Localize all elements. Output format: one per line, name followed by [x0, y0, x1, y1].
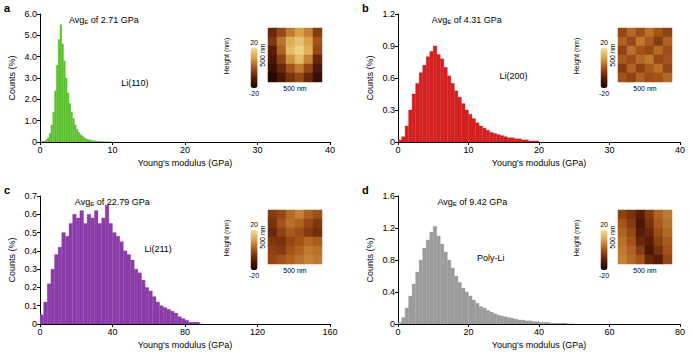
svg-text:E: E	[84, 19, 89, 25]
svg-text:0.6: 0.6	[24, 209, 37, 219]
svg-text:Young's modulus (GPa): Young's modulus (GPa)	[138, 158, 232, 168]
svg-text:1.0: 1.0	[24, 116, 37, 126]
svg-text:3.0: 3.0	[24, 73, 37, 83]
svg-text:0: 0	[390, 137, 395, 147]
svg-text:Avg: Avg	[437, 197, 452, 207]
svg-text:500 nm: 500 nm	[283, 267, 307, 274]
svg-text:10: 10	[463, 145, 473, 155]
svg-text:of 22.79 GPa: of 22.79 GPa	[94, 197, 150, 207]
svg-text:0.3: 0.3	[24, 264, 37, 274]
svg-text:2.0: 2.0	[24, 94, 37, 104]
svg-text:0.6: 0.6	[382, 73, 395, 83]
svg-text:c: c	[4, 184, 10, 196]
svg-text:10: 10	[107, 145, 117, 155]
svg-text:-20: -20	[249, 272, 259, 279]
svg-text:0: 0	[395, 327, 400, 337]
svg-text:a: a	[4, 2, 11, 14]
svg-text:-20: -20	[249, 90, 259, 97]
svg-text:1.6: 1.6	[382, 191, 395, 201]
svg-text:30: 30	[252, 145, 262, 155]
svg-text:0: 0	[37, 145, 42, 155]
svg-text:0.9: 0.9	[382, 41, 395, 51]
svg-text:30: 30	[604, 145, 614, 155]
svg-text:Height (nm): Height (nm)	[573, 220, 581, 257]
svg-text:0.1: 0.1	[24, 301, 37, 311]
svg-text:0.7: 0.7	[24, 191, 37, 201]
svg-text:Height (nm): Height (nm)	[573, 38, 581, 75]
svg-text:6.0: 6.0	[24, 9, 37, 19]
svg-text:80: 80	[180, 327, 190, 337]
svg-text:Li(211): Li(211)	[144, 244, 171, 254]
svg-text:500 nm: 500 nm	[633, 267, 657, 274]
svg-text:b: b	[362, 2, 369, 14]
svg-text:0: 0	[37, 327, 42, 337]
svg-text:120: 120	[250, 327, 265, 337]
svg-text:40: 40	[534, 327, 544, 337]
svg-text:0: 0	[390, 319, 395, 329]
svg-text:4.0: 4.0	[24, 52, 37, 62]
svg-text:60: 60	[604, 327, 614, 337]
svg-text:40: 40	[325, 145, 335, 155]
svg-text:500 nm: 500 nm	[609, 225, 616, 249]
svg-text:-20: -20	[599, 90, 609, 97]
svg-text:Young's modulus (GPa): Young's modulus (GPa)	[138, 340, 232, 350]
svg-text:20: 20	[463, 327, 473, 337]
svg-text:500 nm: 500 nm	[259, 43, 266, 67]
svg-text:160: 160	[322, 327, 337, 337]
svg-text:500 nm: 500 nm	[259, 225, 266, 249]
svg-text:1.2: 1.2	[382, 9, 395, 19]
svg-text:0.4: 0.4	[24, 246, 37, 256]
svg-text:20: 20	[534, 145, 544, 155]
svg-text:Li(200): Li(200)	[500, 71, 528, 81]
svg-text:E: E	[452, 201, 457, 207]
svg-text:0.5: 0.5	[24, 228, 37, 238]
svg-text:500 nm: 500 nm	[609, 43, 616, 67]
svg-text:20: 20	[250, 221, 258, 228]
svg-text:Poly-Li: Poly-Li	[477, 253, 505, 263]
svg-text:20: 20	[180, 145, 190, 155]
svg-text:Counts (%): Counts (%)	[7, 237, 17, 282]
svg-text:20: 20	[600, 39, 608, 46]
svg-text:E: E	[90, 201, 95, 207]
svg-text:500 nm: 500 nm	[283, 85, 307, 92]
svg-text:500 nm: 500 nm	[633, 85, 657, 92]
svg-text:0: 0	[32, 319, 37, 329]
svg-text:Height (nm): Height (nm)	[223, 220, 231, 257]
svg-text:0.2: 0.2	[24, 282, 37, 292]
svg-text:80: 80	[675, 327, 685, 337]
svg-text:E: E	[447, 19, 452, 25]
svg-text:40: 40	[675, 145, 685, 155]
svg-text:0: 0	[395, 145, 400, 155]
svg-text:of 9.42 GPa: of 9.42 GPa	[457, 197, 508, 207]
svg-text:5.0: 5.0	[24, 30, 37, 40]
svg-text:Avg: Avg	[75, 197, 90, 207]
svg-text:40: 40	[107, 327, 117, 337]
svg-text:20: 20	[250, 39, 258, 46]
svg-text:of 4.31 GPa: of 4.31 GPa	[451, 15, 502, 25]
svg-text:0.4: 0.4	[382, 287, 395, 297]
svg-text:Counts (%): Counts (%)	[365, 55, 375, 100]
svg-text:0.8: 0.8	[382, 255, 395, 265]
svg-text:of 2.71 GPa: of 2.71 GPa	[88, 15, 139, 25]
svg-text:Counts (%): Counts (%)	[365, 237, 375, 282]
svg-text:0.3: 0.3	[382, 105, 395, 115]
svg-text:Avg: Avg	[432, 15, 447, 25]
svg-text:Young's modulus (GPa): Young's modulus (GPa)	[492, 158, 586, 168]
svg-text:Young's modulus (GPa): Young's modulus (GPa)	[492, 340, 586, 350]
svg-text:Avg: Avg	[69, 15, 84, 25]
svg-text:-20: -20	[599, 272, 609, 279]
svg-text:d: d	[362, 184, 369, 196]
svg-text:1.2: 1.2	[382, 223, 395, 233]
svg-text:Counts (%): Counts (%)	[7, 55, 17, 100]
svg-text:Li(110): Li(110)	[121, 78, 148, 88]
svg-text:Height (nm): Height (nm)	[223, 38, 231, 75]
svg-text:0: 0	[32, 137, 37, 147]
svg-text:20: 20	[600, 221, 608, 228]
